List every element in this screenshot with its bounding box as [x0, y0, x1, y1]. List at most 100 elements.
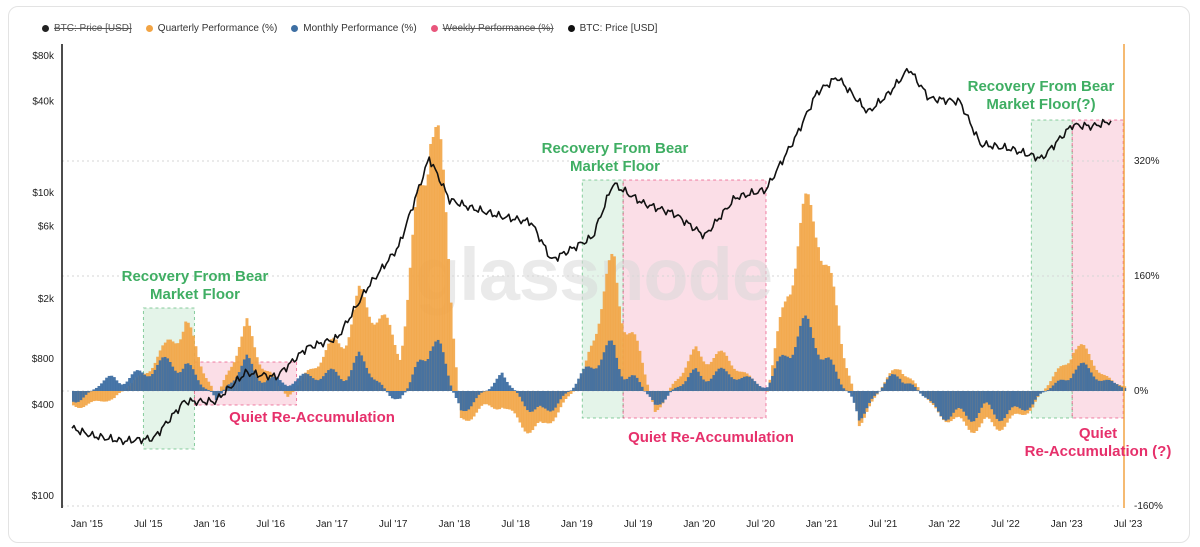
monthly-bar — [794, 347, 798, 391]
legend-item-price[interactable]: BTC: Price [USD] — [567, 20, 657, 36]
quarterly-bar — [1067, 363, 1071, 391]
monthly-bar — [1092, 376, 1096, 391]
monthly-bar — [1046, 390, 1050, 391]
monthly-bar — [868, 391, 872, 403]
quarterly-bar — [362, 297, 366, 391]
monthly-bar — [1077, 365, 1081, 391]
annotation-line: Quiet — [1079, 425, 1117, 442]
y-left-tick-label: $800 — [32, 354, 55, 365]
monthly-bar — [531, 391, 535, 412]
monthly-bar — [495, 378, 499, 391]
monthly-bar — [439, 343, 443, 391]
legend-item-quarterly[interactable]: Quarterly Performance (%) — [145, 20, 278, 36]
monthly-bar — [278, 380, 282, 391]
quarterly-bar — [227, 370, 231, 391]
quarterly-bar — [439, 139, 443, 391]
monthly-bar — [1041, 391, 1045, 393]
monthly-bar — [625, 378, 629, 391]
quarterly-bar — [712, 358, 716, 391]
legend-label: BTC: Price [USD] — [54, 22, 132, 34]
quarterly-bar — [1046, 385, 1050, 391]
monthly-bar — [549, 391, 553, 412]
quarterly-bar — [250, 336, 254, 391]
monthly-bar — [857, 391, 861, 421]
quarterly-bar — [230, 366, 234, 391]
monthly-bar — [806, 318, 810, 391]
monthly-bar — [720, 367, 724, 391]
monthly-bar — [679, 385, 683, 391]
monthly-bar — [168, 362, 172, 391]
monthly-bar — [722, 368, 726, 391]
monthly-bar — [569, 390, 573, 391]
quarterly-bar — [817, 247, 820, 391]
quarterly-bar — [413, 207, 417, 391]
legend-item-monthly[interactable]: Monthly Performance (%) — [291, 20, 417, 36]
monthly-bar — [1054, 382, 1058, 391]
monthly-bar — [1031, 391, 1035, 405]
legend-label: Quarterly Performance (%) — [157, 22, 278, 34]
monthly-bar — [663, 391, 667, 400]
quarterly-bar — [253, 347, 257, 391]
monthly-bar — [255, 376, 259, 391]
monthly-bar — [1113, 382, 1116, 391]
quarterly-bar — [786, 296, 790, 391]
monthly-bar — [704, 381, 708, 391]
quarterly-bar — [605, 273, 609, 391]
monthly-bar — [276, 377, 280, 391]
monthly-bar — [163, 356, 167, 391]
monthly-bar — [179, 372, 183, 391]
monthly-bar — [286, 386, 290, 391]
quarterly-bar — [1069, 359, 1073, 391]
quarterly-bar — [845, 368, 849, 391]
monthly-bar — [564, 391, 568, 394]
monthly-bar — [115, 380, 119, 391]
monthly-bar — [893, 374, 897, 391]
x-tick-label: Jan '15 — [71, 519, 103, 530]
quarterly-bar — [472, 391, 476, 417]
quarterly-bar — [801, 203, 805, 391]
legend-item-weekly-struck[interactable]: Weekly Performance (%) — [430, 20, 554, 36]
quarterly-bar — [245, 318, 249, 391]
monthly-bar — [191, 369, 195, 391]
monthly-bar — [1016, 391, 1019, 407]
annotation-line: Quiet Re-Accumulation — [229, 409, 395, 426]
monthly-bar — [260, 382, 264, 391]
annotation-line: Market Floor — [570, 158, 660, 175]
monthly-bar — [117, 383, 121, 391]
monthly-bar — [89, 390, 93, 392]
quarterly-bar — [674, 381, 678, 391]
monthly-bar — [452, 391, 456, 393]
quarterly-bar — [327, 343, 331, 391]
monthly-bar — [304, 373, 308, 391]
quarterly-bar — [360, 289, 364, 391]
monthly-bar — [623, 379, 627, 391]
zone-green — [1030, 119, 1073, 419]
monthly-bar — [110, 375, 114, 391]
monthly-bar — [184, 363, 188, 391]
monthly-bar — [125, 381, 129, 391]
monthly-bar — [1107, 379, 1111, 391]
monthly-bar — [730, 377, 734, 391]
monthly-bar — [84, 391, 88, 395]
monthly-bar — [944, 391, 948, 421]
monthly-bar — [766, 387, 769, 391]
quarterly-bar — [89, 391, 93, 403]
monthly-bar — [985, 391, 989, 403]
monthly-bar — [367, 373, 371, 391]
quarterly-bar — [398, 359, 402, 391]
monthly-bar — [214, 391, 218, 401]
monthly-bar — [306, 374, 310, 391]
quarterly-bar — [191, 335, 195, 391]
monthly-bar — [653, 391, 657, 405]
legend-item-price-struck[interactable]: BTC: Price [USD] — [42, 20, 132, 36]
monthly-bar — [750, 378, 754, 391]
monthly-bar — [1120, 387, 1124, 391]
monthly-bar — [554, 391, 558, 408]
monthly-bar — [1026, 391, 1030, 410]
monthly-bar — [472, 391, 476, 403]
y-right-tick-label: 320% — [1134, 156, 1160, 167]
quarterly-bar — [480, 391, 484, 406]
quarterly-bar — [643, 374, 647, 391]
monthly-bar — [421, 360, 425, 391]
